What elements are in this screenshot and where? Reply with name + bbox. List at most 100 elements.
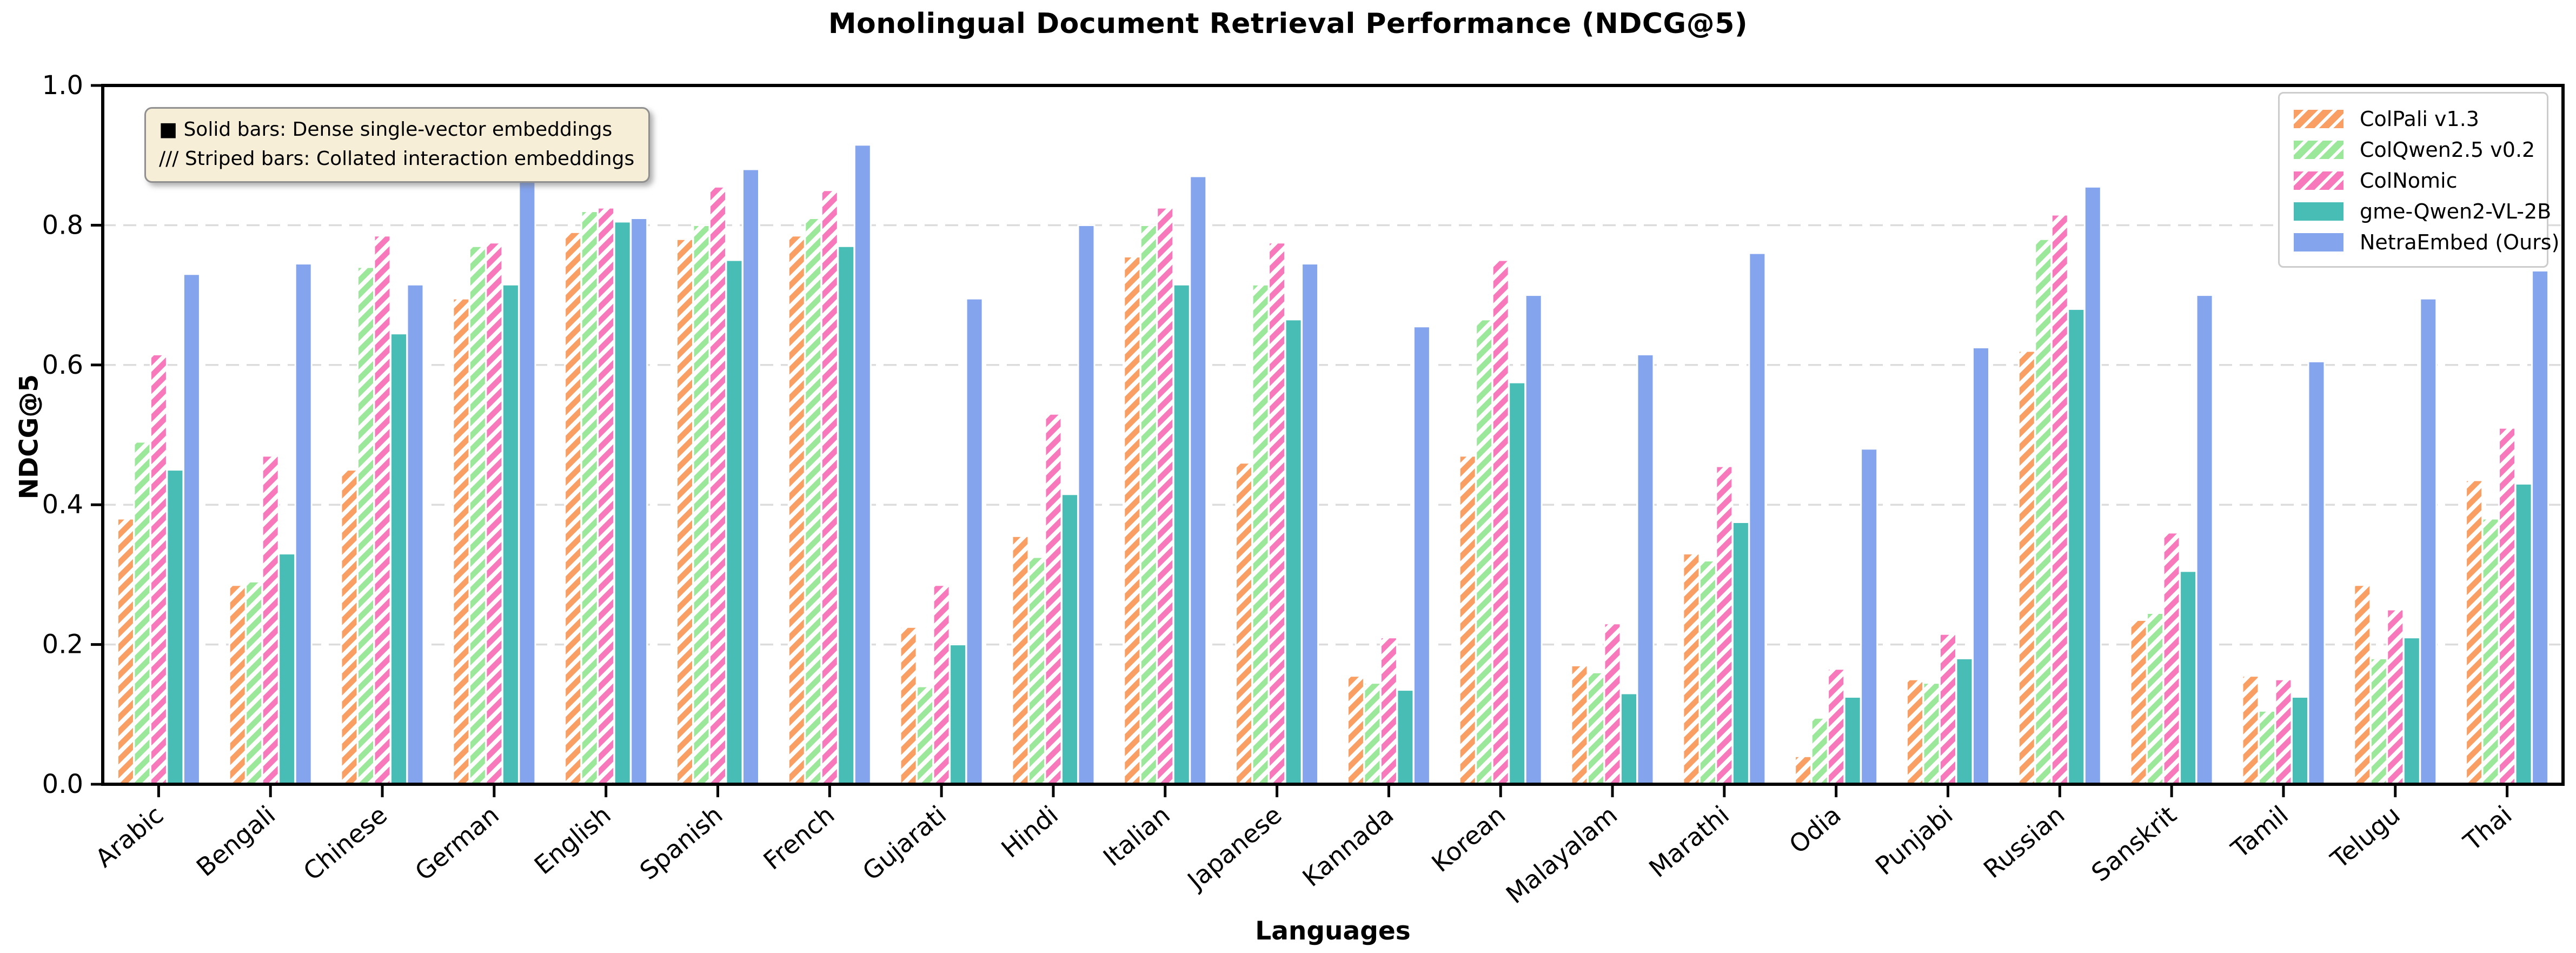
- bar: [1028, 556, 1046, 785]
- x-tick-label: German: [409, 800, 504, 886]
- legend-item: ColPali v1.3: [2294, 103, 2535, 134]
- bar: [1268, 242, 1286, 785]
- bar: [2017, 350, 2036, 785]
- legend-item: gme-Qwen2-VL-2B: [2294, 196, 2551, 227]
- y-tick-label: 0.4: [42, 489, 83, 520]
- x-axis-label: Languages: [1255, 916, 1411, 946]
- bar: [2034, 238, 2053, 785]
- x-tick-label: Gujarati: [857, 800, 952, 886]
- bar: [1524, 294, 1543, 785]
- x-tick-label: French: [758, 800, 840, 876]
- bar: [932, 584, 951, 785]
- bar: [1682, 553, 1701, 785]
- bar: [1810, 717, 1829, 785]
- bar: [1139, 224, 1158, 785]
- bar: [1396, 689, 1415, 785]
- x-tick-label: Arabic: [90, 800, 169, 873]
- x-tick-label: Kannada: [1297, 800, 1399, 892]
- bar: [1123, 256, 1141, 785]
- bar: [916, 685, 934, 785]
- x-tick-label: Tamil: [2225, 800, 2294, 864]
- bar: [2179, 570, 2197, 785]
- bar: [630, 217, 648, 785]
- bar: [2129, 619, 2148, 785]
- bar: [1731, 521, 1750, 785]
- bar: [1077, 224, 1096, 785]
- legend-item: ColQwen2.5 v0.2: [2294, 134, 2535, 165]
- bar: [1379, 637, 1398, 785]
- bar: [742, 168, 760, 785]
- bar: [787, 235, 806, 785]
- bar: [2241, 675, 2260, 785]
- bar: [2402, 637, 2421, 785]
- bar: [1955, 657, 1974, 785]
- axes-frame: [101, 84, 2565, 786]
- bar: [1475, 319, 1493, 785]
- bar: [2258, 710, 2276, 785]
- x-tick-label: Thai: [2458, 800, 2518, 857]
- bar: [278, 553, 296, 785]
- bar: [373, 235, 391, 785]
- annotation-box: ■ Solid bars: Dense single-vector embedd…: [144, 107, 650, 183]
- chart-title: Monolingual Document Retrieval Performan…: [828, 8, 1748, 40]
- bar: [692, 224, 711, 785]
- bar: [2481, 518, 2500, 785]
- bar: [2083, 186, 2102, 785]
- bar: [613, 221, 632, 785]
- bar: [2498, 427, 2517, 785]
- bar: [949, 644, 967, 785]
- legend-item: NetraEmbed (Ours): [2294, 227, 2559, 257]
- x-tick-label: English: [529, 800, 616, 880]
- bar: [1156, 207, 1174, 785]
- bar: [149, 353, 168, 785]
- legend: ColPali v1.3 ColQwen2.5 v0.2 ColNomic gme-Q…: [2278, 92, 2559, 268]
- bar: [1363, 682, 1382, 785]
- bar: [2195, 294, 2214, 785]
- x-tick-label: Malayalam: [1501, 800, 1623, 909]
- bar: [837, 245, 855, 785]
- bar: [1011, 535, 1030, 785]
- bar: [804, 217, 822, 785]
- bar: [1906, 678, 1924, 785]
- bar: [406, 283, 424, 785]
- bar: [1860, 448, 1878, 785]
- x-tick-label: Spanish: [634, 800, 728, 885]
- bar: [518, 178, 536, 785]
- x-tick-label: Sanskrit: [2086, 800, 2182, 887]
- x-tick-label: Punjabi: [1870, 800, 1958, 881]
- bar: [820, 189, 839, 785]
- y-tick-label: 0.2: [42, 630, 83, 660]
- bar: [1284, 319, 1303, 785]
- bar: [1698, 560, 1717, 785]
- x-tick-label: Odia: [1784, 800, 1847, 859]
- bar: [2531, 269, 2550, 785]
- bar: [1827, 668, 1845, 785]
- bar: [1508, 381, 1526, 785]
- bar: [1491, 259, 1510, 785]
- legend-label: ColPali v1.3: [2360, 107, 2479, 131]
- x-tick-label: Russian: [1978, 800, 2070, 884]
- bar: [468, 245, 487, 785]
- bar: [1301, 263, 1319, 785]
- x-tick-label: Korean: [1426, 800, 1511, 878]
- legend-label: gme-Qwen2-VL-2B: [2360, 199, 2552, 223]
- bar: [2514, 482, 2533, 785]
- legend-swatch: [2294, 202, 2343, 221]
- bar: [261, 455, 280, 785]
- y-tick-label: 0.6: [42, 350, 83, 380]
- bar: [1235, 462, 1253, 785]
- bar: [965, 297, 984, 785]
- bar: [725, 259, 743, 785]
- bar: [116, 518, 135, 785]
- y-tick-label: 0.8: [42, 210, 83, 240]
- bar: [1189, 175, 1207, 785]
- bar: [1794, 755, 1813, 785]
- bar: [2291, 696, 2309, 785]
- bar: [182, 273, 201, 785]
- bar: [2067, 308, 2086, 785]
- bar: [1587, 671, 1605, 785]
- bar: [501, 283, 520, 785]
- bar: [1620, 692, 1638, 785]
- bar: [2353, 584, 2372, 785]
